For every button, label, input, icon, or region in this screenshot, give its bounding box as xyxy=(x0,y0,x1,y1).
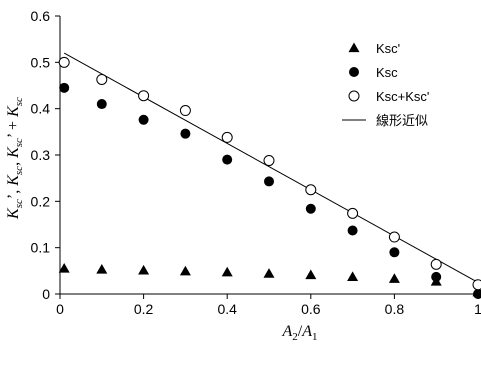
x-tick-label: 0.2 xyxy=(134,301,154,317)
legend-linear-fit-label: 線形近似 xyxy=(376,113,428,128)
legend-symbol-ksc-prime xyxy=(349,43,360,53)
ksc-sum-point xyxy=(97,74,107,84)
ksc-point xyxy=(389,247,399,257)
ksc-point xyxy=(97,99,107,109)
ksc-point xyxy=(264,176,274,186)
y-axis-ticks: 0 0.1 0.2 0.3 0.4 0.5 0.6 xyxy=(31,8,60,302)
ksc-sum-point xyxy=(348,208,358,218)
ksc-point xyxy=(431,272,441,282)
ksc-prime-point xyxy=(347,271,358,281)
y-axis-title: Ksc’, Ksc, Ksc’ + Ksc xyxy=(5,97,25,220)
legend-ksc-sum-label: Ksc+Ksc' xyxy=(376,89,429,104)
y-tick-label: 0.6 xyxy=(31,8,51,24)
legend-symbol-ksc-sum xyxy=(349,91,359,101)
ksc-sum-point xyxy=(473,280,481,290)
ksc-prime-point xyxy=(389,273,400,283)
ksc-prime-point xyxy=(96,264,107,274)
ksc-sum-point xyxy=(306,185,316,195)
x-tick-label: 0.4 xyxy=(217,301,237,317)
y-tick-label: 0 xyxy=(42,286,50,302)
y-tick-label: 0.1 xyxy=(31,240,51,256)
x-tick-label: 0.8 xyxy=(385,301,405,317)
ksc-prime-point xyxy=(305,270,316,280)
ksc-point xyxy=(180,129,190,139)
y-tick-label: 0.4 xyxy=(31,101,51,117)
legend: Ksc' Ksc Ksc+Ksc' 線形近似 xyxy=(342,41,429,128)
x-tick-label: 0 xyxy=(56,301,64,317)
y-tick-label: 0.3 xyxy=(31,147,51,163)
y-tick-label: 0.5 xyxy=(31,54,51,70)
ksc-sum-point xyxy=(139,91,149,101)
ksc-point xyxy=(59,83,69,93)
y-tick-label: 0.2 xyxy=(31,193,51,209)
x-axis-title: A2/A1 xyxy=(281,323,317,343)
ksc-point xyxy=(473,289,481,299)
ksc-prime-point xyxy=(138,265,149,275)
ksc-point xyxy=(348,226,358,236)
ksc-point xyxy=(306,204,316,214)
ksc-sum-point xyxy=(389,232,399,242)
legend-ksc-prime-label: Ksc' xyxy=(376,41,400,56)
ksc-prime-point xyxy=(264,268,275,278)
x-tick-label: 1 xyxy=(474,301,481,317)
ksc-sum-point xyxy=(431,259,441,269)
linear-fit-line xyxy=(64,53,478,282)
legend-symbol-ksc xyxy=(349,67,359,77)
ksc-point xyxy=(139,115,149,125)
ksc-sum-point xyxy=(59,57,69,67)
ksc-prime-point xyxy=(180,266,191,276)
axes xyxy=(60,16,478,294)
ksc-prime-point xyxy=(222,267,233,277)
legend-ksc-label: Ksc xyxy=(376,65,398,80)
ksc-sum-point xyxy=(222,132,232,142)
x-tick-label: 0.6 xyxy=(301,301,321,317)
ksc-point xyxy=(222,155,232,165)
ksc-sum-point xyxy=(264,156,274,166)
ksc-sum-point xyxy=(180,106,190,116)
x-axis-ticks: 0 0.2 0.4 0.6 0.8 1 xyxy=(56,294,481,317)
